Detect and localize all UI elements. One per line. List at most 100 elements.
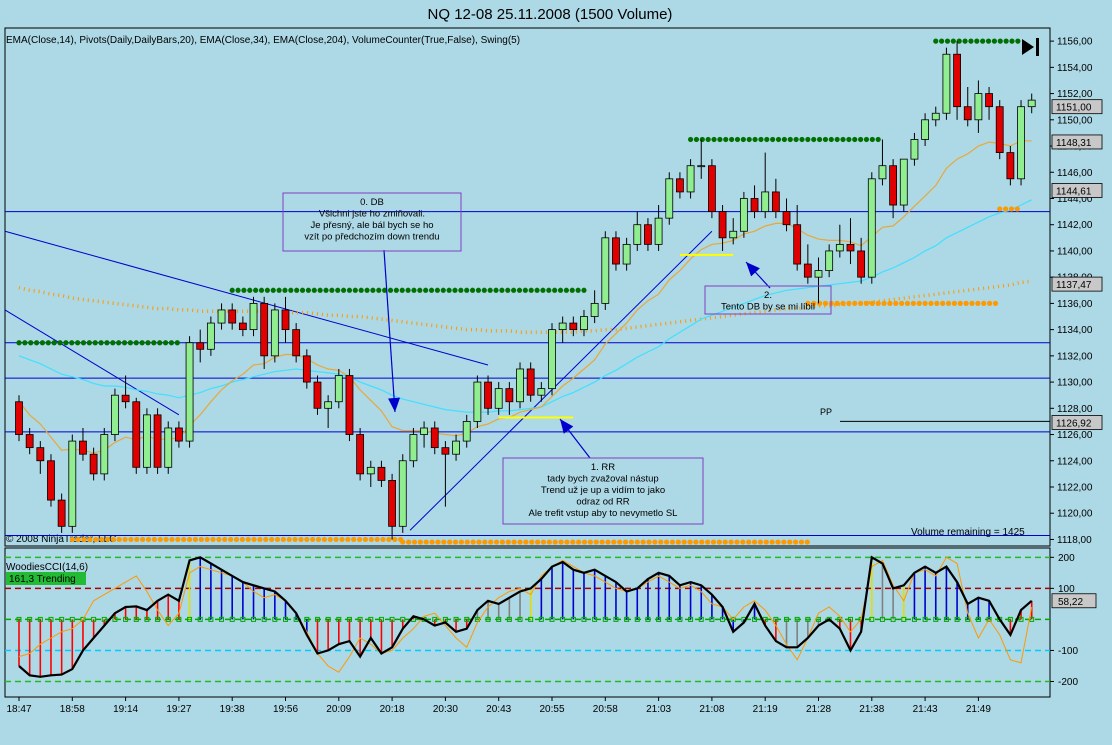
x-tick-label: 21:28 [806, 704, 831, 715]
swing-low-dot [400, 539, 406, 545]
swing-low-dot [646, 539, 652, 545]
swing-high-dot [253, 287, 259, 293]
swing-low-dot [940, 300, 946, 306]
candle-body [750, 198, 759, 212]
swing-low-dot [617, 539, 623, 545]
swing-low-dot [763, 539, 769, 545]
swing-high-dot [446, 287, 452, 293]
candle-body [313, 381, 322, 409]
candle-body [846, 243, 855, 252]
swing-high-dot [22, 340, 28, 346]
x-tick-label: 20:18 [380, 704, 405, 715]
candle-body [878, 165, 887, 180]
swing-low-dot [699, 539, 705, 545]
swing-high-dot [168, 340, 175, 346]
zero-marker [688, 616, 694, 622]
price-label-box [1051, 276, 1103, 292]
zero-marker [560, 616, 566, 622]
candle-body [238, 322, 247, 331]
zero-marker [890, 616, 896, 622]
swing-low-dot [705, 539, 711, 545]
candle-body [590, 302, 599, 317]
zero-marker [496, 616, 502, 622]
x-axis: 18:47 18:58 19:14 19:27 19:38 19:56 20:09 20:18… [5, 696, 1050, 715]
candle-body [473, 381, 482, 422]
zero-marker [901, 616, 907, 622]
cci-tick-label: 200 [1058, 553, 1075, 564]
x-tick-label: 19:38 [220, 704, 245, 715]
swing-low-dot [899, 300, 905, 306]
swing-low-dot [605, 539, 611, 545]
swing-low-dot [593, 539, 599, 545]
swing-low-dot [157, 536, 163, 543]
candle-body [814, 270, 823, 278]
swing-low-dot [622, 539, 629, 545]
annotation-text: Je přesný, ale bál bych se ho [310, 220, 433, 231]
swing-low-dot [499, 539, 506, 545]
swing-high-dot [552, 287, 558, 293]
swing-low-dot [482, 539, 488, 545]
candle-body [921, 119, 929, 140]
zero-marker [37, 616, 43, 622]
swing-low-dot [216, 536, 222, 543]
swing-high-dot [1015, 38, 1021, 44]
swing-low-dot [687, 539, 693, 545]
zero-marker [570, 616, 576, 622]
swing-low-dot [233, 536, 240, 543]
swing-high-dot [45, 340, 51, 346]
zero-marker [677, 616, 683, 622]
swing-high-dot [428, 287, 435, 293]
zero-marker [464, 616, 470, 622]
zero-marker [59, 616, 65, 622]
candle-body [334, 375, 343, 403]
swing-high-dot [440, 287, 446, 293]
swing-low-dot [834, 300, 840, 306]
candle-body [249, 302, 258, 331]
annotation-text: Ale trefit vstup aby to nevymetlo SL [529, 508, 678, 519]
swing-low-dot [140, 536, 146, 543]
x-tick-label: 19:14 [113, 704, 138, 715]
swing-high-dot [133, 340, 139, 346]
zero-marker [485, 616, 491, 622]
swing-low-dot [263, 536, 269, 543]
price-tick-label: 1134,00 [1057, 325, 1093, 336]
zero-marker [133, 616, 139, 622]
candle-body [302, 355, 311, 383]
swing-high-dot [458, 287, 464, 293]
candle-body [505, 388, 514, 403]
swing-low-dot [881, 300, 887, 306]
swing-high-dot [294, 287, 300, 293]
zero-marker [325, 616, 331, 622]
swing-high-dot [563, 287, 569, 293]
swing-low-dot [75, 536, 81, 543]
swing-low-dot [675, 539, 681, 545]
price-label: 1144,61 [1056, 186, 1092, 197]
zero-marker [1018, 616, 1024, 622]
swing-high-dot [16, 340, 22, 346]
annotation-text: 2. [764, 290, 772, 301]
zero-marker [847, 616, 853, 622]
candle-body [995, 106, 1004, 153]
swing-low-dot [792, 539, 799, 545]
zero-marker [187, 616, 193, 622]
swing-low-dot [204, 536, 210, 543]
cci-value-box [1051, 593, 1097, 609]
swing-low-dot [769, 539, 775, 545]
swing-low-dot [464, 539, 470, 545]
swing-low-dot [852, 300, 858, 306]
swing-high-dot [956, 38, 962, 44]
swing-high-dot [464, 287, 470, 293]
price-tick-label: 1146,00 [1057, 168, 1093, 179]
swing-high-dot [980, 38, 986, 44]
play-end-icon[interactable] [1022, 38, 1039, 56]
swing-low-dot [740, 539, 746, 545]
candle-body [345, 375, 354, 435]
swing-high-dot [499, 287, 505, 293]
swing-high-dot [717, 136, 723, 143]
candle-body [569, 322, 578, 331]
swing-high-dot [985, 38, 992, 44]
swing-high-dot [57, 340, 63, 346]
swing-low-dot [81, 536, 87, 543]
candle-body [526, 368, 535, 396]
swing-high-dot [816, 136, 823, 143]
